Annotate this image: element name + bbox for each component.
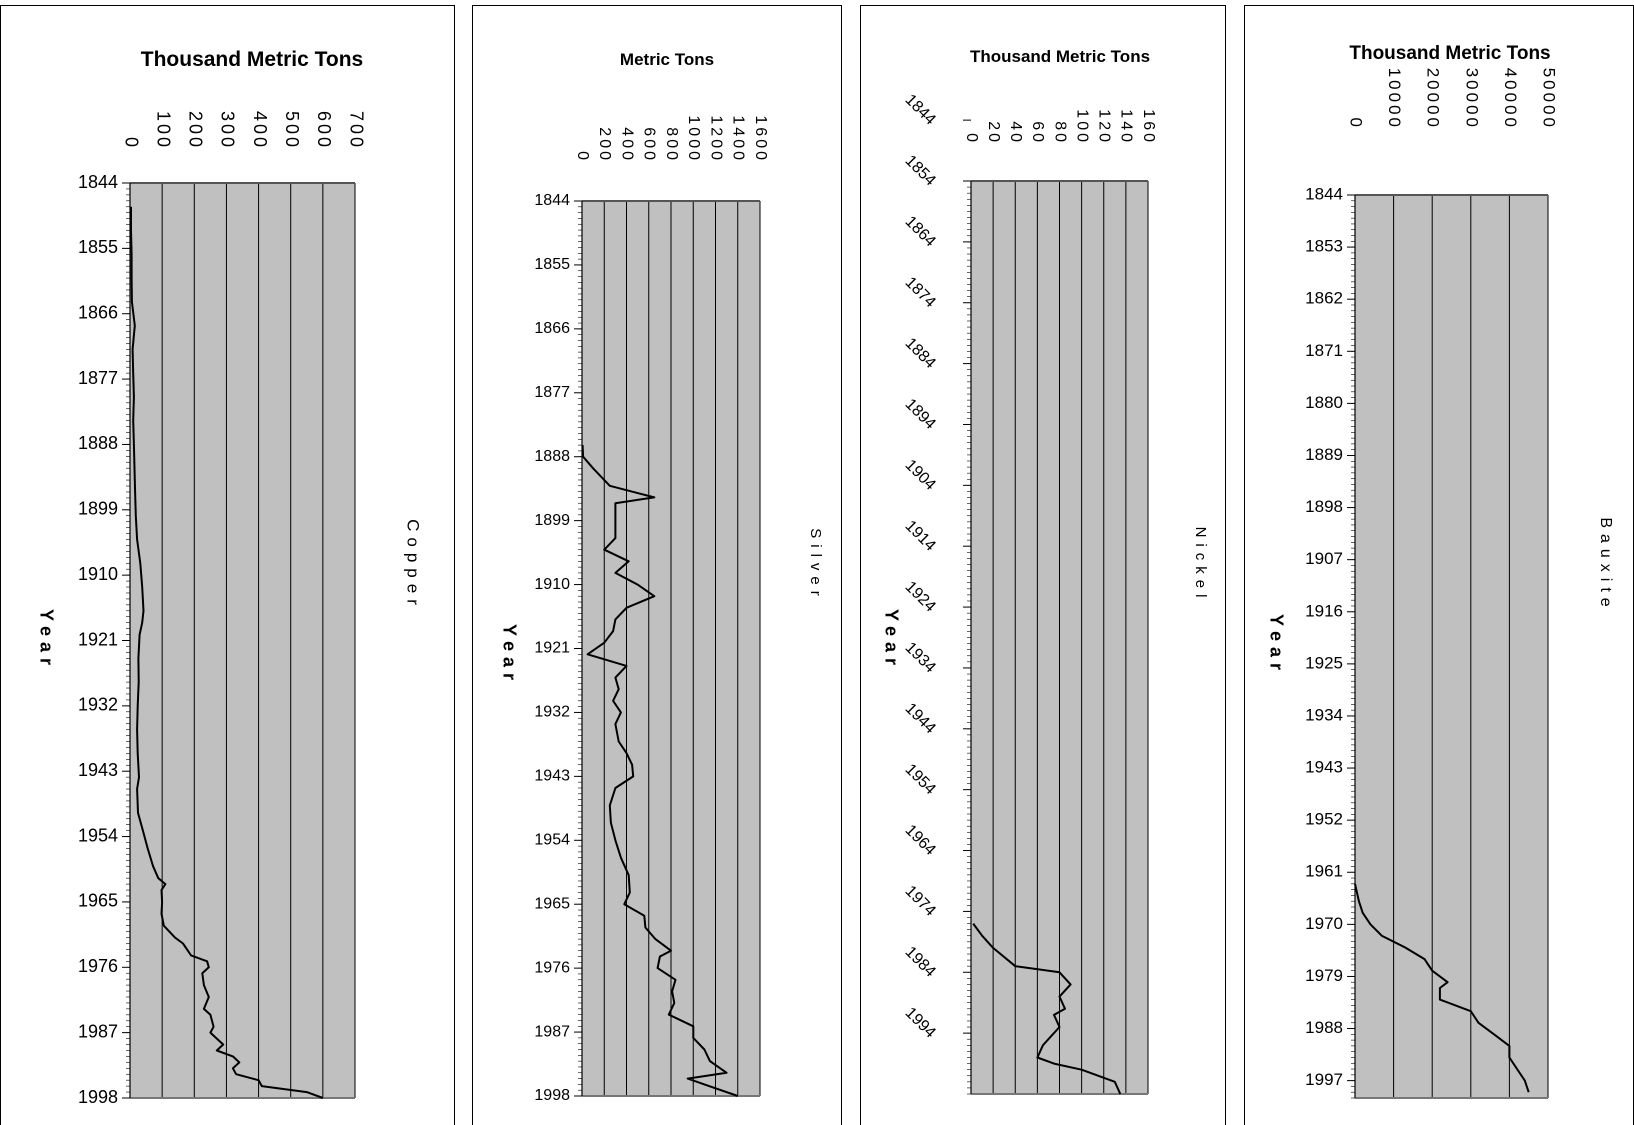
chart-title: Metric Tons — [620, 50, 714, 69]
y-tick-label: 1871 — [1305, 341, 1343, 360]
y-tick-label: 1880 — [1305, 393, 1343, 412]
y-tick-label: 1907 — [1305, 549, 1343, 568]
y-tick-label: 1952 — [1305, 810, 1343, 829]
chart-panel-bauxite: 0 10000 20000 30000 40000 50000 1844 1853 1862 18… — [1245, 6, 1634, 1125]
series-name-label: Bauxite — [1597, 517, 1614, 612]
y-tick-label: 1844 — [1305, 184, 1343, 203]
y-tick-label: 1976 — [534, 959, 570, 976]
y-tick-label: 1961 — [1305, 862, 1343, 881]
x-tick-label: 100 — [153, 111, 173, 150]
y-tick-label: 1979 — [1305, 966, 1343, 985]
x-tick-label: 0 — [574, 151, 591, 163]
chart-panel-silver: 0 200 400 600 800 1000 1200 1400 1600 1844 1855 186… — [473, 6, 842, 1125]
plot-area — [1355, 195, 1548, 1098]
x-tick-label: 300 — [218, 111, 238, 150]
x-tick-label: 20 — [985, 121, 1002, 145]
x-tick-label: 40 — [1007, 121, 1024, 145]
x-tick-label: 80 — [1051, 121, 1068, 145]
y-axis-label: Year — [1266, 614, 1286, 676]
x-tick-label: 200 — [596, 127, 613, 163]
y-tick-label: 1862 — [1305, 289, 1343, 308]
y-tick-label: 1844 — [78, 172, 118, 192]
series-name-label: Silver — [807, 528, 824, 602]
plot-area — [130, 183, 355, 1098]
y-tick-label: 1910 — [534, 576, 570, 593]
x-tick-label: 10000 — [1385, 68, 1404, 130]
x-tick-label: 50000 — [1540, 68, 1559, 130]
x-tick-label: 30000 — [1462, 68, 1481, 130]
x-tick-label: 20000 — [1424, 68, 1443, 130]
chart-title: Thousand Metric Tons — [1349, 43, 1550, 64]
y-tick-label: 1888 — [78, 433, 118, 453]
y-tick-label: 1877 — [78, 368, 118, 388]
y-tick-label: 1898 — [1305, 497, 1343, 516]
chart-title: Thousand Metric Tons — [141, 48, 363, 71]
y-tick-label: 1866 — [78, 302, 118, 322]
y-tick-label: 1943 — [78, 760, 118, 780]
x-tick-label: 0 — [121, 137, 141, 150]
x-tick-label: 600 — [641, 127, 658, 163]
y-tick-label: 1997 — [1305, 1070, 1343, 1089]
y-tick-label: 1954 — [78, 825, 118, 845]
x-tick-label: 600 — [314, 111, 334, 150]
y-tick-label: 1921 — [78, 629, 118, 649]
series-name-label: Copper — [404, 519, 423, 611]
y-tick-label: 1965 — [534, 895, 570, 912]
x-tick-label: 1600 — [752, 115, 769, 163]
y-tick-label: 1889 — [1305, 445, 1343, 464]
x-tick-label: 100 — [1073, 109, 1090, 145]
x-tick-label: 120 — [1096, 109, 1113, 145]
x-tick-label: 40000 — [1501, 68, 1520, 130]
y-tick-label: 1899 — [534, 512, 570, 529]
y-tick-label: 1855 — [78, 237, 118, 257]
x-tick-label: 200 — [186, 111, 206, 150]
x-tick-label: 800 — [663, 127, 680, 163]
x-tick-label: 140 — [1118, 109, 1135, 145]
y-tick-label: 1844 — [534, 192, 570, 209]
y-tick-label: 1910 — [78, 564, 118, 584]
y-tick-label: 1877 — [534, 384, 570, 401]
x-tick-label: 0 — [1347, 118, 1366, 130]
y-axis-label: Year — [499, 624, 519, 686]
y-tick-label: 1916 — [1305, 601, 1343, 620]
y-tick-label: 1888 — [534, 448, 570, 465]
y-tick-label: 1932 — [78, 695, 118, 715]
y-tick-label: 1987 — [534, 1023, 570, 1040]
y-tick-label: 1988 — [1305, 1018, 1343, 1037]
y-tick-label: 1987 — [78, 1021, 118, 1041]
y-tick-label: 1853 — [1305, 237, 1343, 256]
y-tick-label: 1866 — [534, 320, 570, 337]
x-tick-label: 400 — [250, 111, 270, 150]
x-tick-label: 1200 — [707, 115, 724, 163]
x-tick-label: 60 — [1029, 121, 1046, 145]
y-tick-label: 1943 — [1305, 758, 1343, 777]
y-tick-label: 1855 — [534, 256, 570, 273]
series-name-label: Nickel — [1192, 527, 1209, 604]
x-tick-label: 0 — [963, 133, 980, 145]
y-tick-label: 1932 — [534, 704, 570, 721]
chart-title: Thousand Metric Tons — [970, 47, 1150, 66]
x-tick-label: 1400 — [730, 115, 747, 163]
y-tick-label: 1921 — [534, 640, 570, 657]
chart-panel-copper: 0 100 200 300 400 500 600 700 1844 1855 1866 1877 18… — [1, 6, 455, 1125]
chart-panel-nickel: 0 20 40 60 80 100 120 140 1601844185418641874188… — [861, 6, 1226, 1125]
y-tick-label: 1998 — [78, 1087, 118, 1107]
y-tick-label: 1925 — [1305, 653, 1343, 672]
y-axis-label: Year — [881, 609, 901, 671]
x-tick-label: 1000 — [685, 115, 702, 163]
y-tick-label: 1970 — [1305, 914, 1343, 933]
x-tick-label: 400 — [618, 127, 635, 163]
y-tick-label: 1998 — [534, 1087, 570, 1104]
y-tick-label: 1934 — [1305, 705, 1343, 724]
y-tick-label: 1943 — [534, 768, 570, 785]
y-tick-label: 1965 — [78, 891, 118, 911]
y-tick-label: 1899 — [78, 499, 118, 519]
x-tick-label: 700 — [346, 111, 366, 150]
y-tick-label: 1976 — [78, 956, 118, 976]
y-axis-label: Year — [36, 609, 56, 671]
y-tick-label: 1954 — [534, 832, 570, 849]
x-tick-label: 160 — [1140, 109, 1157, 145]
x-tick-label: 500 — [282, 111, 302, 150]
